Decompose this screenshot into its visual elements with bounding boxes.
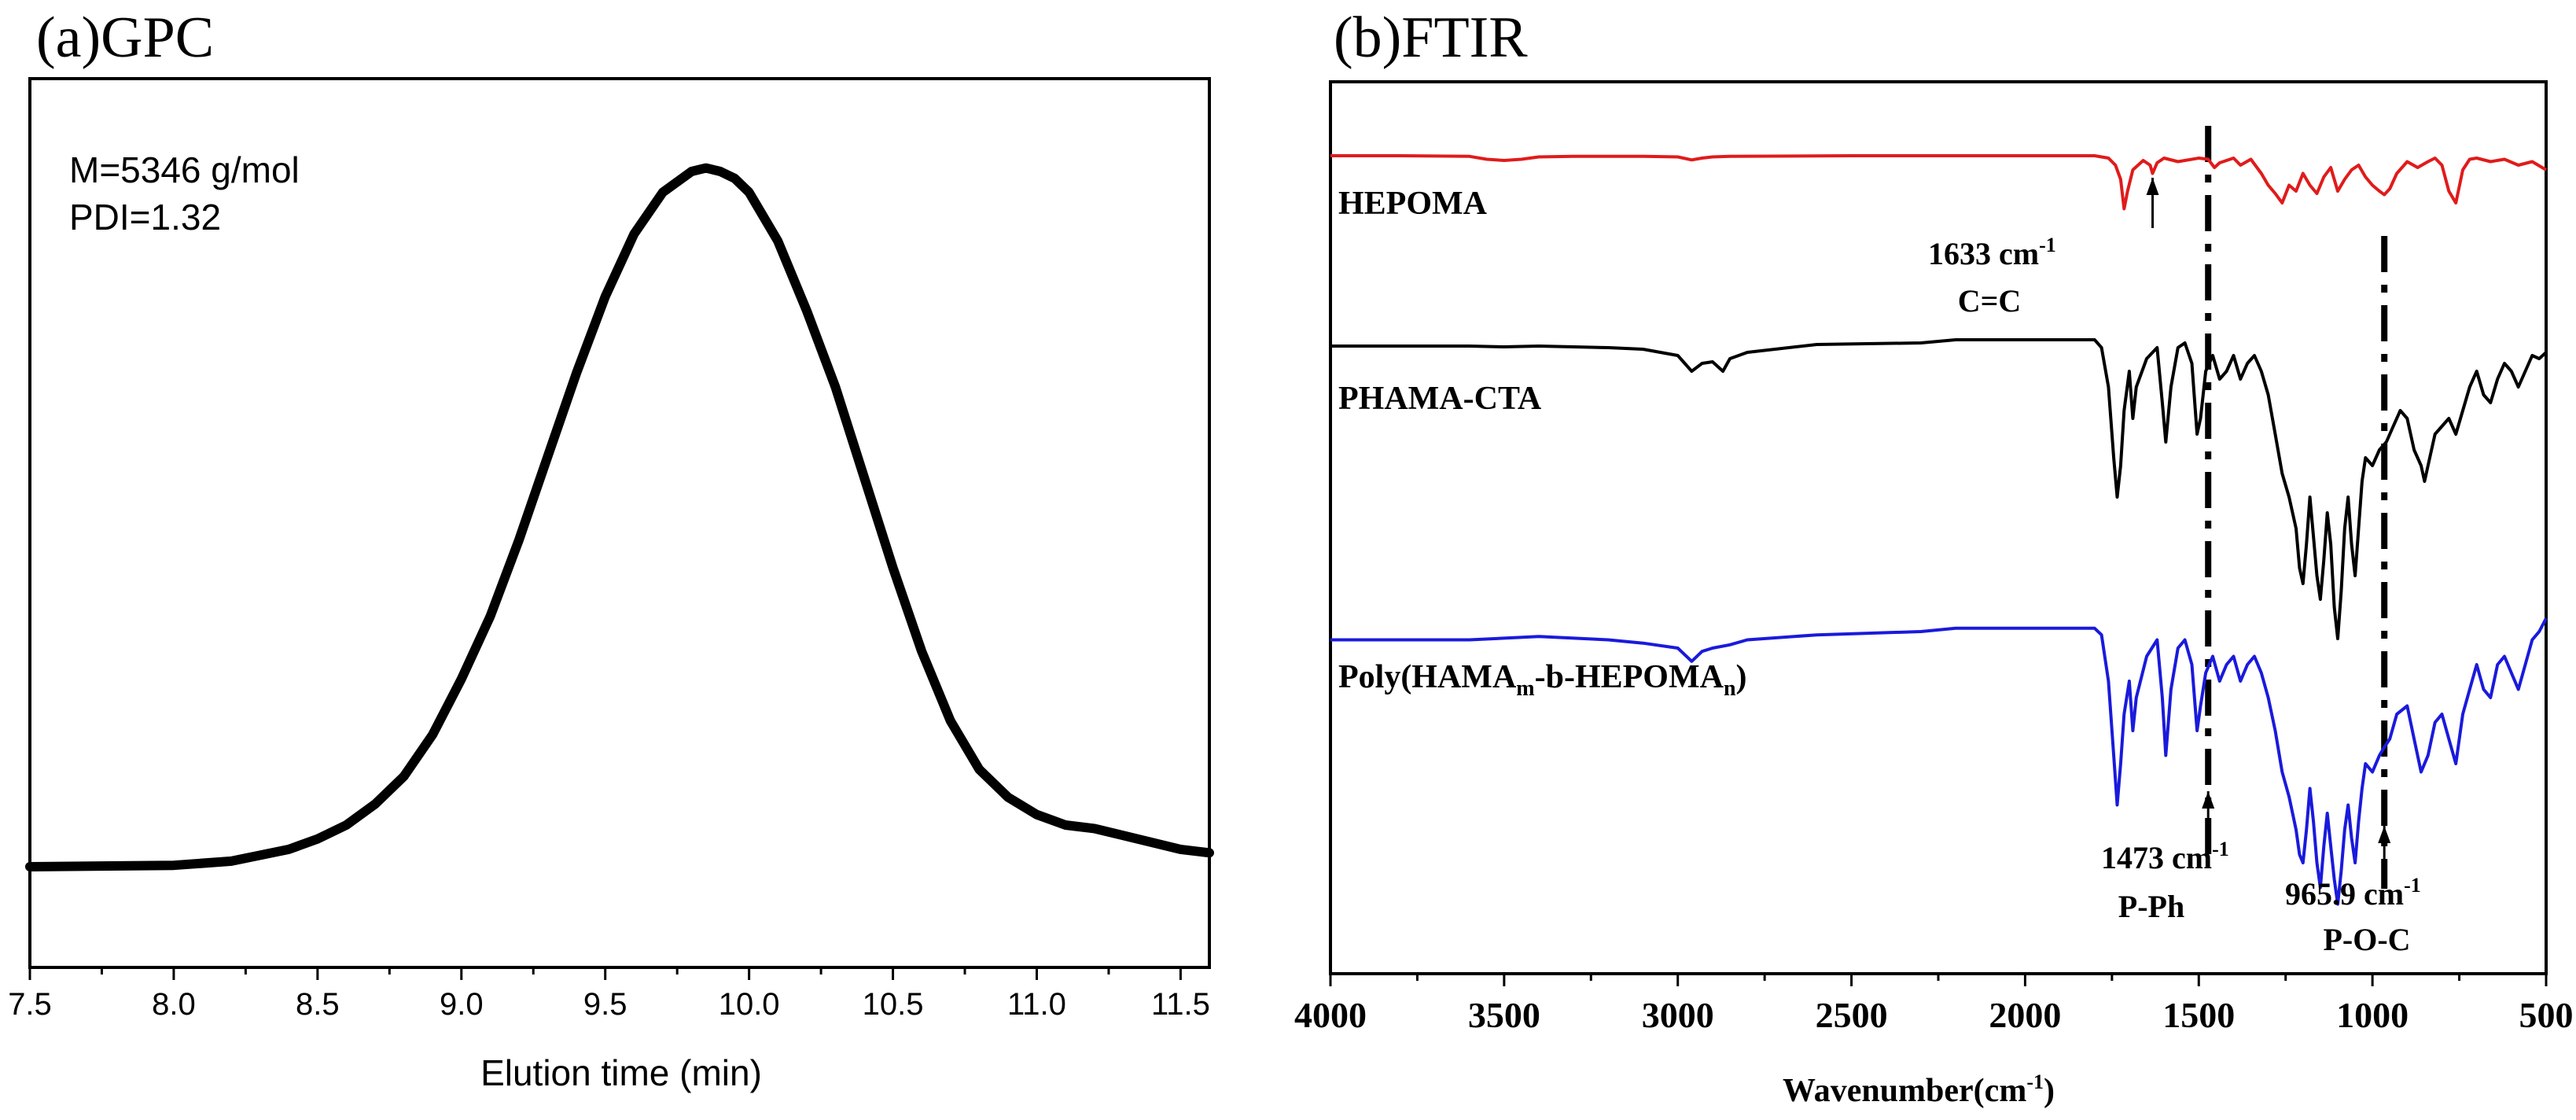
ftir-label-poly: Poly(HAMAm-b-HEPOMAn) bbox=[1338, 659, 1747, 701]
ftir-annotation-1473: 1473 cm-1 P-Ph bbox=[2101, 791, 2229, 924]
ftir-label-phama-cta: PHAMA-CTA bbox=[1338, 381, 1542, 417]
gpc-x-tick-label: 10.5 bbox=[863, 987, 924, 1022]
gpc-trace-line bbox=[25, 163, 1214, 871]
gpc-x-tick-label: 11.5 bbox=[1151, 987, 1210, 1022]
ftir-annotation-1633-value: 1633 cm-1 bbox=[1928, 234, 2056, 271]
ftir-label-hepoma: HEPOMA bbox=[1338, 186, 1488, 222]
gpc-x-tick-label: 8.5 bbox=[296, 987, 340, 1022]
ftir-x-tick-label: 1500 bbox=[2162, 995, 2235, 1035]
gpc-x-tick-label: 11.0 bbox=[1007, 987, 1066, 1022]
gpc-x-tick-label: 8.0 bbox=[152, 987, 196, 1022]
ftir-arrowhead-1473 bbox=[2202, 791, 2215, 809]
gpc-panel: (a)GPC 7.5 8.0 8.5 9.0 9.5 10.0 10.5 11.0 11.5 M… bbox=[8, 6, 1214, 1093]
ftir-x-ticks: 4000 3500 3000 2500 2000 1500 1000 500 bbox=[1294, 974, 2574, 1035]
gpc-panel-title: (a)GPC bbox=[36, 6, 214, 70]
ftir-annotation-965-group: P-O-C bbox=[2323, 922, 2410, 957]
ftir-arrowhead-965 bbox=[2378, 826, 2391, 843]
gpc-x-ticks: 7.5 8.0 8.5 9.0 9.5 10.0 10.5 11.0 11.5 bbox=[8, 967, 1210, 1022]
ftir-annotation-965: 965.9 cm-1 P-O-C bbox=[2285, 826, 2421, 957]
ftir-x-axis-label: Wavenumber(cm-1) bbox=[1783, 1070, 2055, 1109]
ftir-x-tick-label: 1000 bbox=[2336, 995, 2409, 1035]
gpc-x-tick-label: 7.5 bbox=[8, 987, 52, 1022]
ftir-plot-frame bbox=[1329, 80, 2548, 975]
ftir-arrowhead-1633 bbox=[2146, 178, 2159, 195]
ftir-annotation-965-value: 965.9 cm-1 bbox=[2285, 874, 2421, 912]
ftir-x-tick-label: 3500 bbox=[1468, 995, 1540, 1035]
ftir-x-tick-label: 500 bbox=[2519, 995, 2574, 1035]
gpc-pdi-annotation: PDI=1.32 bbox=[69, 197, 221, 238]
ftir-annotation-1473-value: 1473 cm-1 bbox=[2101, 838, 2229, 875]
ftir-x-tick-label: 2000 bbox=[1989, 995, 2061, 1035]
ftir-panel-title: (b)FTIR bbox=[1334, 6, 1528, 70]
ftir-series-poly bbox=[1330, 617, 2548, 906]
gpc-x-axis-label: Elution time (min) bbox=[480, 1052, 762, 1093]
gpc-x-tick-label: 9.5 bbox=[583, 987, 627, 1022]
ftir-panel: (b)FTIR 4000 3500 3000 2500 2000 1500 1000 500 … bbox=[1294, 6, 2574, 1109]
ftir-annotation-1633: 1633 cm-1 C=C bbox=[1928, 178, 2159, 319]
gpc-x-tick-label: 9.0 bbox=[440, 987, 484, 1022]
ftir-x-tick-label: 3000 bbox=[1642, 995, 1714, 1035]
ftir-annotation-1633-group: C=C bbox=[1958, 283, 2022, 319]
ftir-x-tick-label: 4000 bbox=[1294, 995, 1367, 1035]
gpc-molar-mass-annotation: M=5346 g/mol bbox=[69, 149, 300, 190]
gpc-x-tick-label: 10.0 bbox=[719, 987, 780, 1022]
gpc-plot-frame bbox=[28, 77, 1211, 969]
ftir-series-phama-cta bbox=[1330, 338, 2548, 640]
ftir-annotation-1473-group: P-Ph bbox=[2118, 889, 2184, 924]
ftir-series-hepoma bbox=[1330, 154, 2548, 211]
ftir-x-tick-label: 2500 bbox=[1816, 995, 1888, 1035]
